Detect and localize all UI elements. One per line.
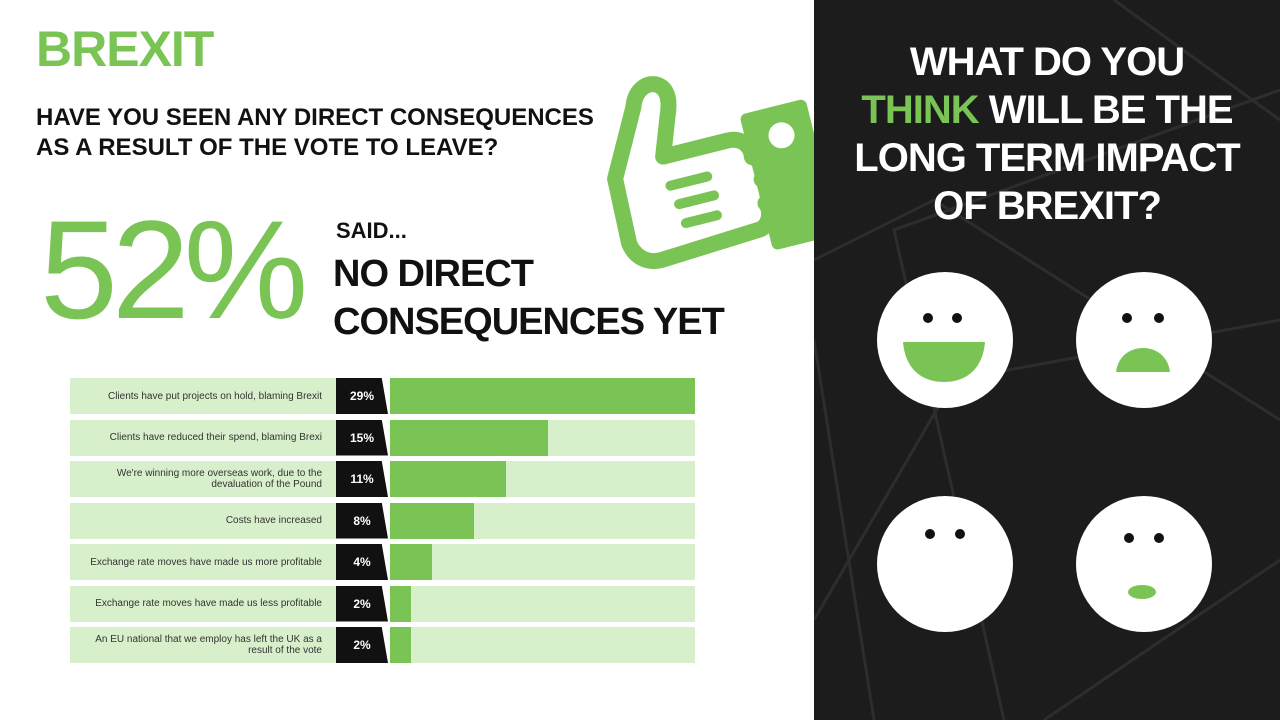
bar-row: Costs have increased 8%	[70, 502, 696, 539]
surprised-face-icon[interactable]	[1076, 496, 1212, 632]
bar	[390, 419, 548, 456]
bar-track	[390, 544, 695, 580]
impact-question-line-1: WHAT DO YOU	[909, 40, 1185, 84]
bar-track	[390, 502, 695, 539]
bar-row: An EU national that we employ has left t…	[70, 627, 696, 663]
headline-stat: 52%	[40, 191, 308, 348]
bar-row: Clients have reduced their spend, blamin…	[70, 419, 696, 456]
sad-face-icon[interactable]	[1076, 272, 1212, 408]
bar-row: We're winning more overseas work, due to…	[70, 461, 696, 497]
neutral-face-icon[interactable]	[877, 496, 1013, 632]
bar-value-label: 8%	[336, 502, 388, 539]
bar-category-label: Exchange rate moves have made us more pr…	[70, 544, 336, 580]
bar-category-label: Exchange rate moves have made us less pr…	[70, 585, 336, 622]
bar	[390, 502, 474, 539]
bar-track	[390, 461, 695, 497]
bar-category-label: Clients have put projects on hold, blami…	[70, 378, 336, 414]
impact-question-line-2: THINK WILL BE THE	[814, 86, 1280, 134]
happy-face-icon[interactable]	[877, 272, 1013, 408]
impact-question: WHAT DO YOU THINK WILL BE THE LONG TERM …	[814, 38, 1280, 230]
bar-row: Clients have put projects on hold, blami…	[70, 378, 696, 414]
headline-line-1: NO DIRECT	[333, 253, 534, 295]
brand-title: BREXIT	[36, 21, 214, 77]
bar-row: Exchange rate moves have made us more pr…	[70, 544, 696, 580]
said-label: SAID...	[336, 218, 407, 243]
bar	[390, 585, 411, 622]
bar-category-label: An EU national that we employ has left t…	[70, 627, 336, 663]
impact-question-line-2-rest: WILL BE THE	[988, 88, 1234, 132]
bar-category-label: We're winning more overseas work, due to…	[70, 461, 336, 497]
bar	[390, 544, 432, 580]
bar	[390, 461, 506, 497]
bar	[390, 627, 411, 663]
thumbs-up-icon	[607, 76, 838, 269]
impact-question-line-4: OF BREXIT?	[933, 184, 1162, 228]
bar-category-label: Clients have reduced their spend, blamin…	[70, 419, 336, 456]
consequences-bar-chart: Clients have put projects on hold, blami…	[70, 378, 696, 669]
bar-value-label: 2%	[336, 627, 388, 663]
dark-panel: WHAT DO YOU THINK WILL BE THE LONG TERM …	[814, 0, 1280, 720]
bar-row: Exchange rate moves have made us less pr…	[70, 585, 696, 622]
bar-track	[390, 627, 695, 663]
bar-value-label: 11%	[336, 461, 388, 497]
think-accent: THINK	[861, 88, 979, 132]
bar-value-label: 2%	[336, 585, 388, 622]
impact-question-line-3: LONG TERM IMPACT	[854, 136, 1240, 180]
bar	[390, 378, 695, 414]
headline-line-2: CONSEQUENCES YET	[333, 301, 725, 343]
bar-value-label: 4%	[336, 544, 388, 580]
headline-text: NO DIRECT CONSEQUENCES YET	[333, 250, 753, 346]
survey-question: HAVE YOU SEEN ANY DIRECT CONSEQUENCES AS…	[36, 104, 594, 161]
bar-track	[390, 585, 695, 622]
bar-value-label: 15%	[336, 419, 388, 456]
bar-track	[390, 378, 695, 414]
bar-category-label: Costs have increased	[70, 502, 336, 539]
bar-track	[390, 419, 695, 456]
bar-value-label: 29%	[336, 378, 388, 414]
